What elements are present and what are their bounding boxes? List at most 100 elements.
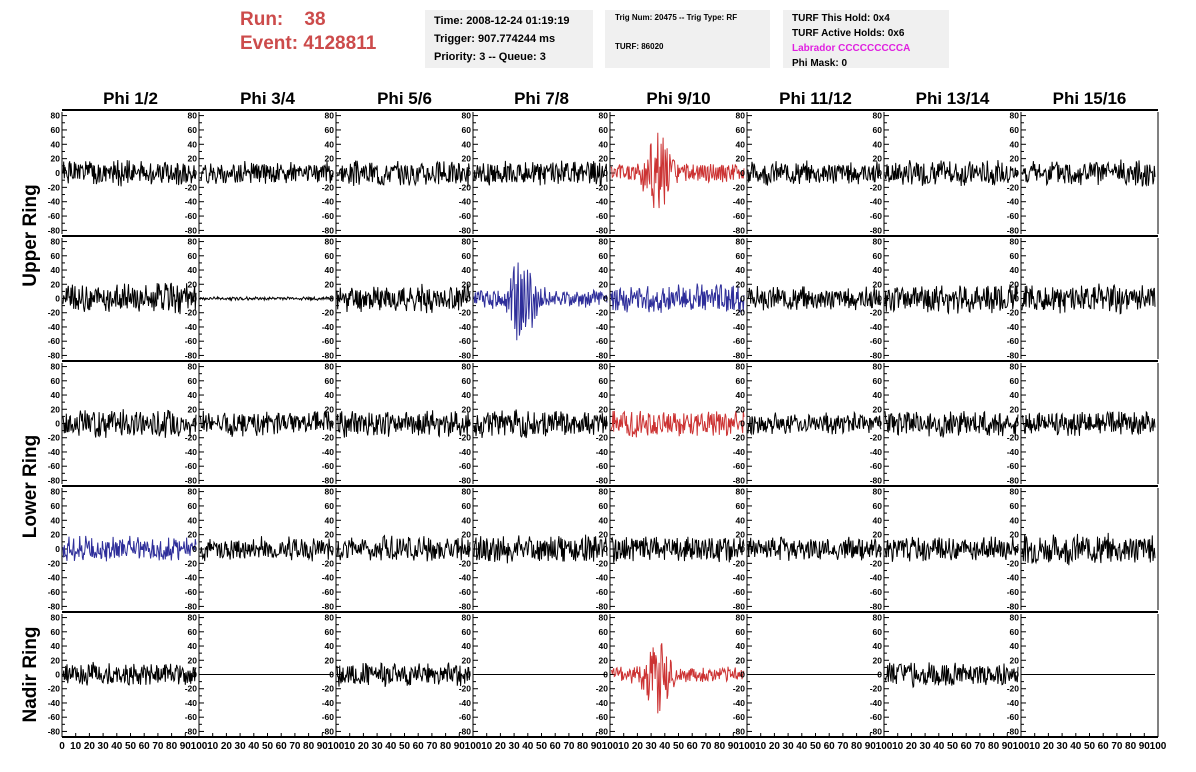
x-tick-label: 10 xyxy=(207,741,219,752)
y-tick-label: 40 xyxy=(736,390,746,400)
y-tick-label: -80 xyxy=(185,475,198,485)
x-tick-label: 10 xyxy=(481,741,493,752)
y-tick-label: -40 xyxy=(1007,447,1020,457)
row-group-label: Lower Ring xyxy=(20,435,41,538)
y-tick-label: 0 xyxy=(466,419,471,429)
y-tick-label: 60 xyxy=(1010,501,1020,511)
y-tick-label: -20 xyxy=(870,558,883,568)
waveform-trace xyxy=(884,662,1019,689)
y-tick-label: -40 xyxy=(733,573,746,583)
y-tick-label: -20 xyxy=(870,182,883,192)
y-tick-label: 20 xyxy=(188,655,198,665)
y-tick-label: 60 xyxy=(188,376,198,386)
y-tick-label: 80 xyxy=(51,111,61,121)
x-tick-label: 20 xyxy=(906,741,918,752)
y-tick-label: 0 xyxy=(877,294,882,304)
y-tick-label: 0 xyxy=(877,544,882,554)
y-tick-label: 80 xyxy=(873,111,883,121)
y-tick-label: 80 xyxy=(188,237,198,247)
y-tick-label: 0 xyxy=(740,544,745,554)
y-tick-label: 20 xyxy=(51,655,61,665)
x-tick-label: 20 xyxy=(1043,741,1055,752)
y-tick-label: 60 xyxy=(462,251,472,261)
waveform-trace xyxy=(1021,532,1156,566)
y-tick-label: -80 xyxy=(185,726,198,736)
y-tick-label: -20 xyxy=(1007,684,1020,694)
waveform-trace xyxy=(473,409,608,439)
y-tick-label: -20 xyxy=(322,308,335,318)
waveform-trace xyxy=(747,285,882,311)
y-tick-label: 20 xyxy=(873,154,883,164)
y-tick-label: 0 xyxy=(55,419,60,429)
y-tick-label: 20 xyxy=(1010,279,1020,289)
x-tick-label: 30 xyxy=(98,741,110,752)
y-tick-label: -20 xyxy=(459,308,472,318)
y-tick-label: -20 xyxy=(48,684,61,694)
waveform-trace xyxy=(473,262,608,341)
y-tick-label: 0 xyxy=(55,168,60,178)
y-tick-label: 60 xyxy=(736,125,746,135)
y-tick-label: -80 xyxy=(733,475,746,485)
y-tick-label: -60 xyxy=(870,461,883,471)
x-tick-label: 20 xyxy=(769,741,781,752)
y-tick-label: -80 xyxy=(596,601,609,611)
waveform-trace xyxy=(747,410,882,436)
y-tick-label: -20 xyxy=(1007,308,1020,318)
x-tick-label: 60 xyxy=(687,741,699,752)
y-tick-label: 60 xyxy=(325,376,335,386)
y-tick-label: -60 xyxy=(185,587,198,597)
y-tick-label: 40 xyxy=(873,515,883,525)
y-tick-label: -60 xyxy=(322,211,335,221)
x-tick-label: 80 xyxy=(1125,741,1137,752)
x-tick-label: 10 xyxy=(344,741,356,752)
y-tick-label: -20 xyxy=(322,182,335,192)
y-tick-label: -60 xyxy=(733,461,746,471)
waveform-trace xyxy=(610,536,745,563)
y-tick-label: -60 xyxy=(459,461,472,471)
y-tick-label: -60 xyxy=(596,211,609,221)
y-tick-label: 20 xyxy=(325,404,335,414)
waveform-trace xyxy=(473,534,608,564)
x-tick-label: 80 xyxy=(577,741,589,752)
y-tick-label: 0 xyxy=(466,544,471,554)
y-tick-label: -20 xyxy=(1007,558,1020,568)
y-tick-label: -60 xyxy=(459,712,472,722)
y-tick-label: 20 xyxy=(51,530,61,540)
x-tick-label: 50 xyxy=(399,741,411,752)
x-tick-label: 80 xyxy=(303,741,315,752)
y-tick-label: -20 xyxy=(733,558,746,568)
y-tick-label: -60 xyxy=(185,712,198,722)
y-tick-label: -80 xyxy=(459,601,472,611)
y-tick-label: 60 xyxy=(188,125,198,135)
y-tick-label: 60 xyxy=(599,125,609,135)
x-tick-label: 40 xyxy=(659,741,671,752)
trig-num-text: Trig Num: 20475 -- Trig Type: RF xyxy=(615,13,738,22)
y-tick-label: 40 xyxy=(462,265,472,275)
y-tick-label: 40 xyxy=(325,515,335,525)
y-tick-label: 40 xyxy=(873,139,883,149)
x-tick-label: 50 xyxy=(1084,741,1096,752)
x-tick-label: 30 xyxy=(1057,741,1069,752)
y-tick-label: 40 xyxy=(188,515,198,525)
y-tick-label: 80 xyxy=(462,237,472,247)
y-tick-label: 80 xyxy=(188,613,198,623)
x-tick-label: 30 xyxy=(509,741,521,752)
y-tick-label: 20 xyxy=(599,154,609,164)
y-tick-label: -80 xyxy=(733,726,746,736)
time-info-box: Time: 2008-12-24 01:19:19 Trigger: 907.7… xyxy=(425,10,593,68)
y-tick-label: -60 xyxy=(48,211,61,221)
column-header: Phi 15/16 xyxy=(1053,89,1127,108)
y-tick-label: 20 xyxy=(873,279,883,289)
waveform-trace xyxy=(199,536,334,562)
y-tick-label: 80 xyxy=(462,111,472,121)
y-tick-label: -20 xyxy=(596,684,609,694)
y-tick-label: -80 xyxy=(870,475,883,485)
phi-mask-text: Phi Mask: 0 xyxy=(792,58,848,69)
y-tick-label: 40 xyxy=(51,265,61,275)
waveform-trace xyxy=(747,536,882,561)
column-header: Phi 1/2 xyxy=(103,89,158,108)
y-tick-label: 20 xyxy=(873,530,883,540)
y-tick-label: 80 xyxy=(1010,487,1020,497)
x-tick-label: 10 xyxy=(892,741,904,752)
y-tick-label: 80 xyxy=(599,111,609,121)
